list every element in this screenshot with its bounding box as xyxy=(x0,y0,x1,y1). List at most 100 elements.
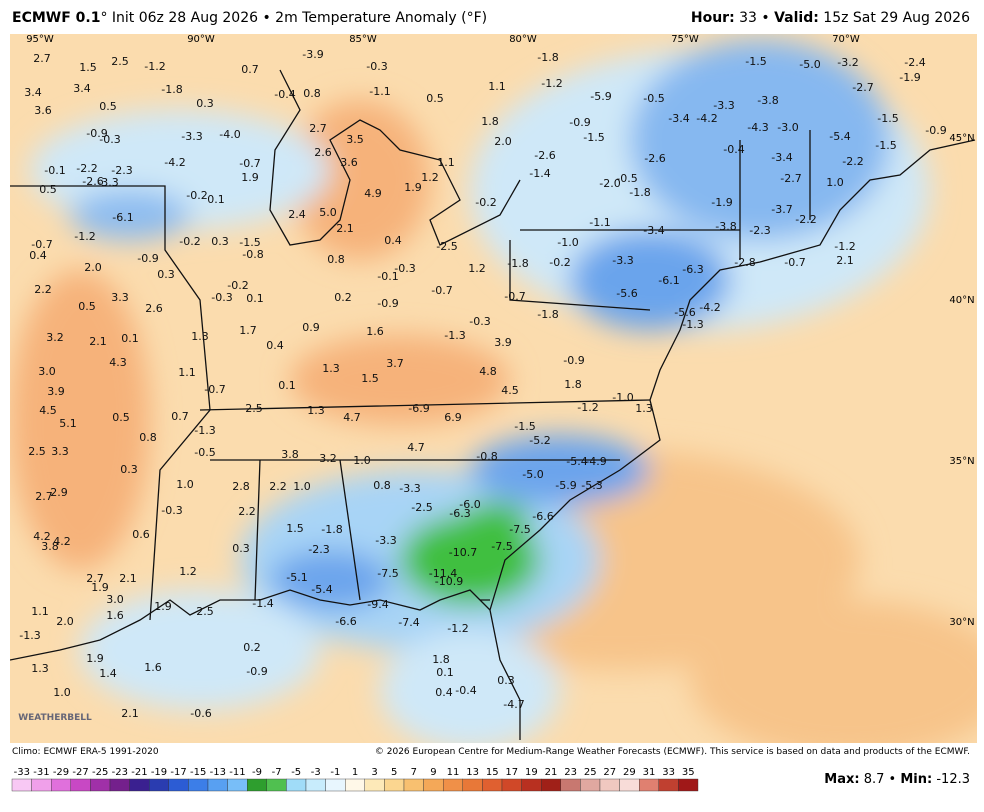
colorbar-box xyxy=(501,778,522,792)
point-value: 2.5 xyxy=(111,55,129,68)
point-value: 2.0 xyxy=(494,135,512,148)
colorbar-box xyxy=(325,778,346,792)
point-value: 1.1 xyxy=(178,366,196,379)
point-value: 2.2 xyxy=(269,480,287,493)
point-value: -3.7 xyxy=(771,203,792,216)
point-value: 3.3 xyxy=(111,291,129,304)
point-value: -5.6 xyxy=(674,306,695,319)
point-value: -0.9 xyxy=(137,252,158,265)
point-value: 3.4 xyxy=(24,86,42,99)
max: 8.7 xyxy=(864,772,885,787)
point-value: 2.7 xyxy=(35,490,53,503)
point-value: -0.3 xyxy=(99,133,120,146)
point-value: -2.3 xyxy=(749,224,770,237)
point-value: 3.7 xyxy=(386,357,404,370)
point-value: -0.6 xyxy=(190,707,211,720)
colorbar-box xyxy=(658,778,679,792)
colorbar-label: 31 xyxy=(643,767,656,778)
point-value: -5.4 xyxy=(829,130,850,143)
colorbar-label: -17 xyxy=(170,767,186,778)
point-value: -2.3 xyxy=(308,543,329,556)
point-value: 1.1 xyxy=(31,605,49,618)
point-value: -3.3 xyxy=(375,534,396,547)
point-value: -4.0 xyxy=(219,128,240,141)
point-value: 1.5 xyxy=(79,61,97,74)
copyright: © 2026 European Centre for Medium-Range … xyxy=(375,747,970,757)
point-value: 2.5 xyxy=(196,605,214,618)
colorbar: -33 -31 -29 -27 -25 -23 -21 -19 -17 -15 -13 -11 -9 -7… xyxy=(11,767,699,792)
colorbar-box xyxy=(31,778,52,792)
point-value: -0.7 xyxy=(504,290,525,303)
point-value: 0.1 xyxy=(207,193,225,206)
point-value: -3.4 xyxy=(771,151,792,164)
point-value: -1.4 xyxy=(529,167,550,180)
colorbar-label: 17 xyxy=(505,767,518,778)
point-value: -4.3 xyxy=(747,121,768,134)
point-value: -1.5 xyxy=(875,139,896,152)
point-value: 1.1 xyxy=(488,80,506,93)
point-value: 0.3 xyxy=(497,674,515,687)
colorbar-label: -33 xyxy=(14,767,30,778)
point-value: 0.5 xyxy=(39,183,57,196)
point-value: 2.0 xyxy=(84,261,102,274)
point-value: -3.3 xyxy=(399,482,420,495)
point-value: -0.7 xyxy=(239,157,260,170)
point-value: 2.1 xyxy=(121,707,139,720)
point-value: 0.8 xyxy=(373,479,391,492)
colorbar-box xyxy=(521,778,542,792)
point-value: 0.5 xyxy=(112,411,130,424)
point-value: -0.2 xyxy=(475,196,496,209)
point-value: 0.7 xyxy=(171,410,189,423)
max-min: Max: 8.7 • Min: -12.3 xyxy=(824,772,970,787)
point-value: -0.9 xyxy=(569,116,590,129)
point-value: 0.7 xyxy=(241,63,259,76)
point-value: -0.9 xyxy=(563,354,584,367)
point-value: 4.7 xyxy=(407,441,425,454)
point-value: -3.3 xyxy=(97,176,118,189)
point-value: 1.6 xyxy=(106,609,124,622)
point-value: 1.0 xyxy=(293,480,311,493)
point-value: 0.3 xyxy=(196,97,214,110)
colorbar-label: -31 xyxy=(33,767,49,778)
point-value: -6.0 xyxy=(459,498,480,511)
point-value: -2.5 xyxy=(411,501,432,514)
point-value: 2.8 xyxy=(232,480,250,493)
point-value: -1.0 xyxy=(612,391,633,404)
point-value: -0.7 xyxy=(784,256,805,269)
point-value: -0.2 xyxy=(179,235,200,248)
point-value: -1.8 xyxy=(161,83,182,96)
point-value: -1.8 xyxy=(321,523,342,536)
point-value: 1.3 xyxy=(322,362,340,375)
point-value: -11.4 xyxy=(429,567,457,580)
point-value: -1.5 xyxy=(877,112,898,125)
point-value: 0.4 xyxy=(435,686,453,699)
point-value: -4.2 xyxy=(164,156,185,169)
colorbar-box xyxy=(148,778,169,792)
point-value: -7.5 xyxy=(491,540,512,553)
point-value: -1.2 xyxy=(74,230,95,243)
colorbar-box xyxy=(227,778,248,792)
point-value: -5.2 xyxy=(529,434,550,447)
colorbar-label: 15 xyxy=(486,767,499,778)
point-value: -3.3 xyxy=(612,254,633,267)
point-value: -5.1 xyxy=(286,571,307,584)
point-value: 1.0 xyxy=(176,478,194,491)
point-value: -6.1 xyxy=(112,211,133,224)
lon-label: 90°W xyxy=(187,34,215,45)
point-value: 1.7 xyxy=(239,324,257,337)
point-value: -0.4 xyxy=(274,88,295,101)
point-value: -1.2 xyxy=(144,60,165,73)
point-value: 0.4 xyxy=(29,249,47,262)
point-value: -5.3 xyxy=(581,479,602,492)
point-value: -4.2 xyxy=(696,112,717,125)
point-value: -5.4 xyxy=(566,455,587,468)
point-value: 1.9 xyxy=(154,600,172,613)
point-value: -6.9 xyxy=(408,402,429,415)
point-value: -1.5 xyxy=(239,236,260,249)
colorbar-label: 3 xyxy=(371,767,377,778)
colorbar-box xyxy=(678,778,699,792)
point-value: -1.8 xyxy=(537,308,558,321)
logo: WEATHERBELL xyxy=(18,713,92,723)
lat-label: 40°N xyxy=(949,295,974,306)
colorbar-box xyxy=(305,778,326,792)
